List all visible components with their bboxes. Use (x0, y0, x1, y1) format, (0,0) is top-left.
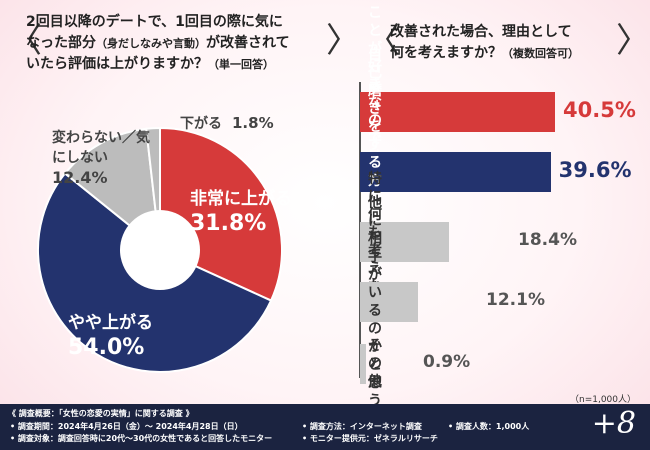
pie-label-1: 非常に上がる 31.8% (190, 188, 292, 236)
question-1: 2回目以降のデートで、1回目の際に気に なった部分（身だしなみや言動）が改善され… (26, 12, 316, 75)
pie-category-label: 変わらない／気にしない (52, 130, 150, 166)
bracket-left-q2: 〈 (366, 21, 400, 61)
pie-category-label: 下がる (180, 116, 222, 132)
footer-provider: • モニター提供元：ゼネラルリサーチ (302, 434, 438, 443)
pie-center-hole (120, 210, 200, 290)
bracket-left-q1: 〈 (8, 21, 42, 61)
pie-value-label: 1.8% (232, 114, 274, 132)
question-1-line-3: いたら評価は上がりますか？（単一回答） (26, 56, 274, 72)
sample-note: （n=1,000人） (569, 395, 636, 405)
footer-count: • 調査人数：1,000人 (448, 422, 530, 431)
bar-value-label: 12.1% (486, 290, 545, 310)
bracket-right-q1: 〉 (326, 21, 360, 61)
question-1-line-2: なった部分（身だしなみや言動）が改善されて (26, 35, 290, 51)
question-2: 改善された場合、理由として 何を考えますか？（複数回答可） (390, 22, 630, 64)
footer-target: • 調査対象：調査回答時に20代～30代の女性であると回答したモニター (10, 434, 273, 443)
bar-1 (360, 92, 555, 132)
pie-value-label: 31.8% (190, 211, 267, 236)
bar-5 (360, 344, 366, 384)
pie-label-3: 変わらない／気にしない 12.4% (52, 128, 152, 187)
footer-title: 《 調査概要：「女性の恋愛の実情」に関する調査 》 (8, 409, 194, 418)
bar-3 (360, 222, 449, 262)
question-2-line-1: 改善された場合、理由として (390, 24, 572, 40)
brand-logo: +8 (591, 406, 636, 441)
pie-category-label: 非常に上がる (190, 189, 292, 209)
bar-4 (360, 282, 419, 322)
question-2-line-2: 何を考えますか？（複数回答可） (390, 45, 579, 61)
pie-label-2: やや上がる 54.0% (68, 312, 153, 360)
pie-label-4: 下がる 1.8% (180, 113, 274, 134)
survey-footer: 《 調査概要：「女性の恋愛の実情」に関する調査 》 • 調査期間：2024年4月… (0, 404, 650, 450)
bar-value-label: 18.4% (518, 230, 577, 250)
bar-value-label: 0.9% (423, 352, 471, 372)
question-1-line-1: 2回目以降のデートで、1回目の際に気に (26, 14, 283, 30)
pie-category-label: やや上がる (68, 313, 153, 333)
pie-value-label: 12.4% (52, 168, 108, 187)
footer-method: • 調査方法：インターネット調査 (302, 422, 422, 431)
bar-value-label: 39.6% (558, 158, 632, 182)
bar-value-label: 40.5% (563, 98, 636, 122)
footer-period: • 調査期間：2024年4月26日（金）～ 2024年4月28日（日） (10, 422, 243, 431)
pie-value-label: 54.0% (68, 335, 145, 360)
pie-chart (37, 126, 283, 373)
bracket-right-q2: 〉 (616, 21, 650, 61)
bar-category-label: 他に相手が いるのかと思う (368, 195, 382, 409)
bar-category-label: その他 (368, 338, 382, 390)
bar-2 (360, 152, 551, 192)
